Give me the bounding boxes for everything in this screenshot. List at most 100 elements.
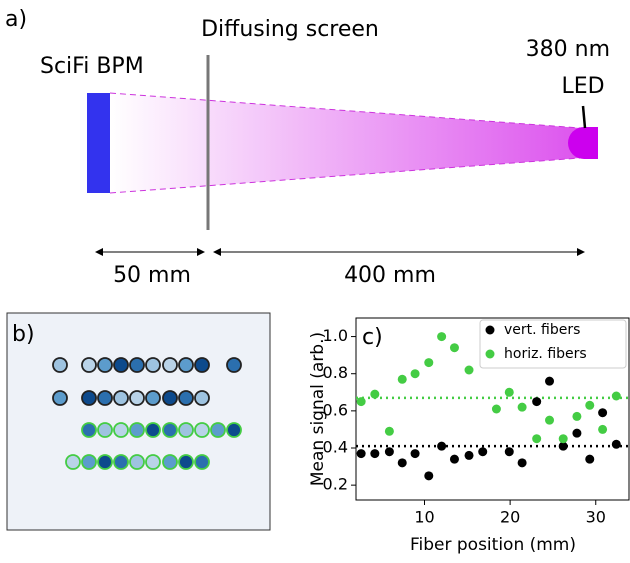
legend-label: vert. fibers: [504, 322, 580, 338]
data-point: [517, 402, 527, 412]
data-point: [410, 369, 420, 379]
fiber-spot: [97, 390, 113, 406]
x-axis-label: Fiber position (mm): [410, 535, 576, 555]
data-point: [611, 439, 621, 449]
fiber-spot: [226, 357, 242, 373]
legend-marker: [485, 325, 495, 335]
fiber-spot: [145, 390, 161, 406]
y-tick-label: 0.2: [323, 475, 348, 494]
fiber-spot: [162, 390, 178, 406]
fiber-spot: [226, 422, 242, 438]
data-point: [558, 434, 568, 444]
panel-b: b): [6, 312, 271, 531]
detector: [87, 93, 110, 193]
beam: [110, 93, 580, 193]
data-point: [397, 458, 407, 468]
legend-label: horiz. fibers: [504, 346, 587, 362]
fiber-spot: [129, 390, 145, 406]
fiber-spot: [97, 454, 113, 470]
panel-a: a) Diffusing screen SciFi BPM 380 nm LED…: [5, 7, 610, 288]
data-point: [356, 397, 366, 407]
arrow-head: [213, 248, 221, 256]
y-tick-label: 1.0: [323, 326, 348, 345]
fiber-spot: [162, 357, 178, 373]
data-point: [598, 424, 608, 434]
fiber-spot: [65, 454, 81, 470]
data-point: [558, 441, 568, 451]
led-pointer: [581, 105, 587, 129]
fiber-spot: [129, 357, 145, 373]
fiber-spot: [113, 390, 129, 406]
fiber-spot: [113, 454, 129, 470]
fiber-spot: [97, 357, 113, 373]
data-point: [504, 387, 514, 397]
fiber-spot: [178, 454, 194, 470]
data-point: [611, 391, 621, 401]
panel-label: b): [12, 322, 35, 347]
distance-label: 400 mm: [344, 263, 436, 288]
fiber-spot: [162, 422, 178, 438]
beam-edge: [109, 92, 581, 129]
data-point: [437, 332, 447, 342]
fiber-spot: [145, 454, 161, 470]
data-point: [424, 471, 434, 481]
distance-label: 50 mm: [113, 263, 191, 288]
data-point: [585, 454, 595, 464]
led-label: 380 nm: [526, 37, 610, 62]
data-point: [384, 426, 394, 436]
fiber-spot: [162, 454, 178, 470]
screen-label: Diffusing screen: [201, 17, 379, 42]
fiber-spot: [52, 390, 68, 406]
data-point: [517, 458, 527, 468]
data-point: [464, 365, 474, 375]
panel-c: 0.2 0.4 0.6 0.8 1.0 10 20 30 Fiber position (mm)…: [308, 317, 630, 555]
arrow-head: [577, 248, 585, 256]
fiber-spot: [129, 422, 145, 438]
fiber-spot: [210, 422, 226, 438]
fiber-spot: [194, 422, 210, 438]
data-point: [532, 397, 542, 407]
data-point: [370, 389, 380, 399]
data-point: [437, 441, 447, 451]
data-point: [532, 434, 542, 444]
data-point: [491, 404, 501, 414]
plot-frame: [355, 317, 630, 501]
detector-label: SciFi BPM: [40, 54, 144, 79]
fiber-spot: [178, 390, 194, 406]
data-point: [585, 400, 595, 410]
data-point: [545, 415, 555, 425]
panel-label: c): [362, 325, 383, 350]
fiber-spot: [194, 454, 210, 470]
fiber-spot: [81, 454, 97, 470]
fiber-spot: [145, 357, 161, 373]
fiber-spot: [81, 390, 97, 406]
fiber-spot: [129, 454, 145, 470]
fiber-spot: [113, 357, 129, 373]
data-point: [449, 454, 459, 464]
camera-image: [6, 312, 271, 531]
data-point: [572, 428, 582, 438]
data-point: [410, 449, 420, 459]
data-point: [370, 449, 380, 459]
data-point: [449, 343, 459, 353]
data-point: [384, 447, 394, 457]
data-point: [397, 374, 407, 384]
data-point: [424, 358, 434, 368]
fiber-spot: [194, 390, 210, 406]
panel-label: a): [5, 7, 27, 32]
arrow-head: [197, 248, 205, 256]
y-axis-label: Mean signal (arb.): [308, 332, 328, 486]
data-point: [598, 408, 608, 418]
fiber-spot: [97, 422, 113, 438]
data-point: [464, 450, 474, 460]
data-point: [572, 411, 582, 421]
y-tick-label: 0.4: [323, 438, 348, 457]
x-tick-label: 30: [586, 508, 606, 527]
fiber-spot: [81, 422, 97, 438]
fiber-spot: [178, 422, 194, 438]
y-tick-label: 0.8: [323, 363, 348, 382]
legend-marker: [485, 349, 495, 359]
data-point: [356, 449, 366, 459]
fiber-spot: [145, 422, 161, 438]
